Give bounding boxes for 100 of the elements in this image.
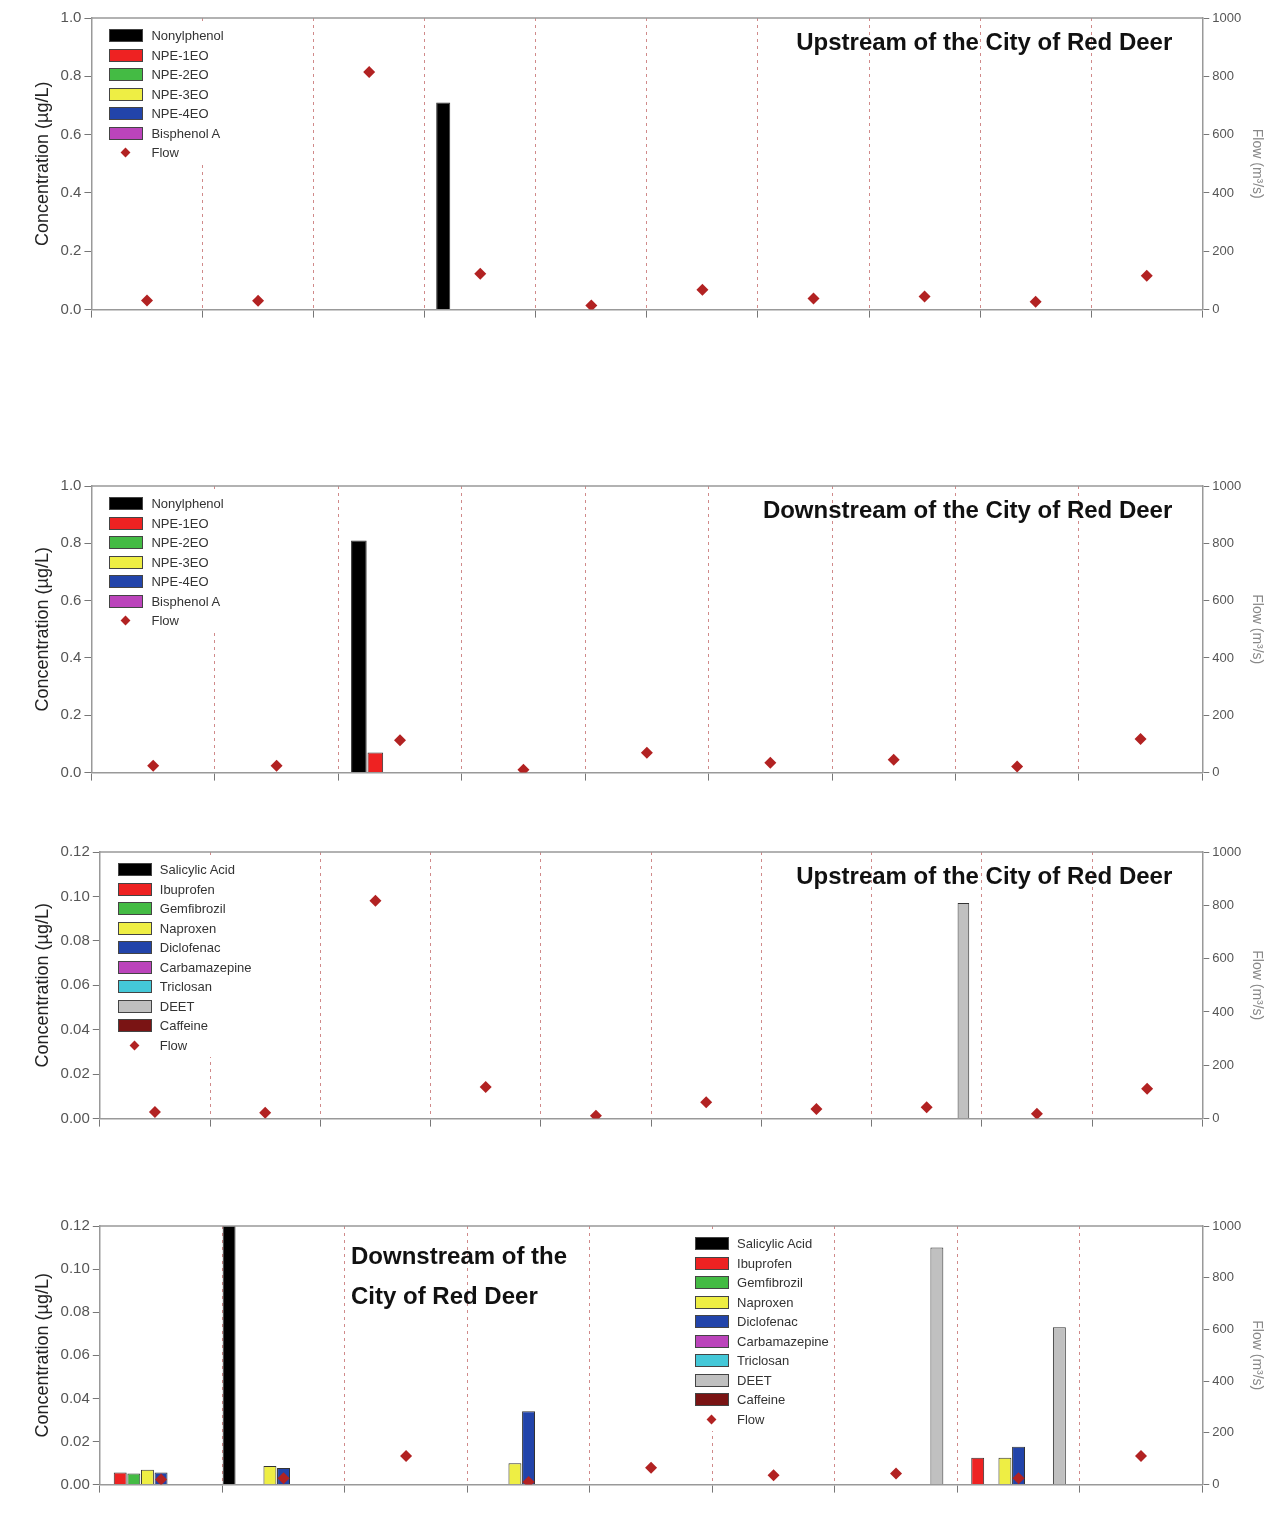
legend-label: Triclosan (737, 1352, 790, 1370)
legend-label: Carbamazepine (159, 958, 252, 977)
y2-tick-label: 600 (1212, 592, 1234, 608)
legend-label: NPE-2EO (151, 66, 209, 84)
y2-tick-label: 0 (1212, 301, 1220, 317)
y-axis-title: Concentration (µg/L) (31, 81, 52, 247)
y2-tick-label: 800 (1212, 896, 1234, 912)
legend-label: DEET (159, 997, 195, 1016)
y-axis-title: Concentration (µg/L) (31, 547, 52, 712)
legend-label: Naproxen (159, 919, 217, 938)
legend-label: Caffeine (737, 1391, 786, 1409)
y-tick-label: 0.8 (60, 533, 82, 551)
y-tick-label: 0.06 (60, 1345, 90, 1363)
legend-label: NPE-3EO (151, 85, 209, 104)
y-tick-label: 0.08 (60, 1302, 90, 1320)
y-axis-title: Concentration (µg/L) (31, 903, 52, 1068)
y-tick-label: 0.12 (60, 842, 90, 860)
point (1140, 269, 1153, 282)
point (645, 1461, 658, 1474)
y2-tick-label: 800 (1212, 67, 1234, 83)
y2-tick-label: 800 (1212, 1269, 1234, 1285)
y2-tick-label: 800 (1212, 534, 1234, 550)
point (1012, 1472, 1025, 1485)
point (810, 1103, 823, 1115)
y2-tick-label: 600 (1212, 126, 1234, 142)
y-tick-label: 0.2 (60, 705, 82, 723)
y-tick-label: 0.00 (60, 1474, 90, 1492)
legend-label: Flow (159, 1036, 188, 1055)
y-tick-label: 0.4 (60, 183, 82, 201)
legend-label: Bisphenol A (151, 124, 221, 143)
y2-axis-title: Flow (m³/s) (1249, 128, 1266, 199)
y-tick-label: 0.2 (60, 241, 82, 259)
y-tick-label: 0.0 (60, 299, 82, 317)
y-tick-label: 0.06 (60, 975, 90, 993)
point (585, 299, 598, 310)
text: Downstream of the City of Red Deer (351, 1241, 569, 1311)
y-tick-label: 0.6 (60, 590, 82, 608)
y-tick-label: 0.10 (60, 886, 90, 904)
point (1135, 1449, 1148, 1462)
y-tick-label: 0.8 (60, 66, 82, 84)
legend-label: NPE-2EO (151, 534, 209, 552)
y2-axis-title: Flow (m³/s) (1249, 950, 1266, 1021)
y-tick-label: 0.12 (60, 1216, 90, 1234)
point (918, 290, 931, 303)
legend-label: Ibuprofen (737, 1254, 792, 1273)
y2-tick-label: 1000 (1212, 9, 1242, 25)
legend-label: Ibuprofen (159, 880, 215, 899)
y-tick-label: 0.08 (60, 931, 90, 949)
point (700, 1096, 713, 1109)
y2-tick-label: 200 (1212, 1056, 1234, 1072)
legend-label: Carbamazepine (737, 1332, 829, 1351)
legend-label: Flow (737, 1410, 765, 1429)
point (589, 1109, 602, 1119)
legend-label: Caffeine (159, 1017, 208, 1035)
chart-title: Upstream of the City of Red Deer (796, 28, 1173, 56)
y2-tick-label: 1000 (1212, 1217, 1242, 1233)
y-tick-label: 0.4 (60, 648, 82, 666)
y2-tick-label: 600 (1212, 950, 1234, 966)
legend-label: DEET (737, 1371, 772, 1390)
y-tick-label: 0.04 (60, 1019, 90, 1037)
y-tick-label: 0.6 (60, 124, 82, 142)
y2-tick-label: 400 (1212, 649, 1234, 665)
y-axis-title: Concentration (µg/L) (31, 1273, 52, 1438)
y-tick-label: 0.02 (60, 1064, 90, 1082)
y-tick-label: 0.00 (60, 1108, 90, 1126)
y2-axis-title: Flow (m³/s) (1249, 594, 1266, 665)
point (252, 294, 265, 307)
legend-label: NPE-3EO (151, 553, 209, 572)
legend-label: Salicylic Acid (159, 861, 235, 879)
y-tick-label: 0.10 (60, 1259, 90, 1277)
y2-tick-label: 0 (1212, 1476, 1220, 1492)
y2-tick-label: 0 (1212, 764, 1220, 780)
y2-tick-label: 0 (1212, 1110, 1220, 1126)
y-tick-label: 0.02 (60, 1431, 90, 1449)
legend-label: Nonylphenol (151, 495, 224, 513)
legend-label: Gemfibrozil (737, 1274, 803, 1292)
point (400, 1449, 413, 1462)
y2-tick-label: 200 (1212, 706, 1234, 722)
legend-label: NPE-4EO (151, 573, 209, 591)
y-tick-label: 1.0 (60, 476, 82, 494)
legend-label: Flow (151, 144, 179, 162)
chart-title: Upstream of the City of Red Deer (796, 862, 1173, 890)
y2-tick-label: 1000 (1212, 477, 1242, 493)
legend-label: Flow (151, 612, 179, 630)
chart-title: Downstream of the City of Red Deer (762, 496, 1173, 524)
point (369, 894, 382, 907)
point (767, 1469, 780, 1482)
y2-tick-label: 1000 (1212, 843, 1242, 859)
legend-label: Triclosan (159, 978, 213, 996)
y-tick-label: 0.0 (60, 762, 82, 780)
y2-tick-label: 200 (1212, 1424, 1234, 1440)
point (696, 283, 709, 296)
point (807, 292, 820, 305)
legend-label: NPE-1EO (151, 514, 209, 533)
y-tick-label: 1.0 (60, 8, 82, 26)
legend-label: Gemfibrozil (159, 900, 226, 918)
point (1029, 295, 1042, 308)
point (259, 1106, 272, 1119)
point (1141, 1082, 1154, 1095)
point (140, 294, 153, 307)
